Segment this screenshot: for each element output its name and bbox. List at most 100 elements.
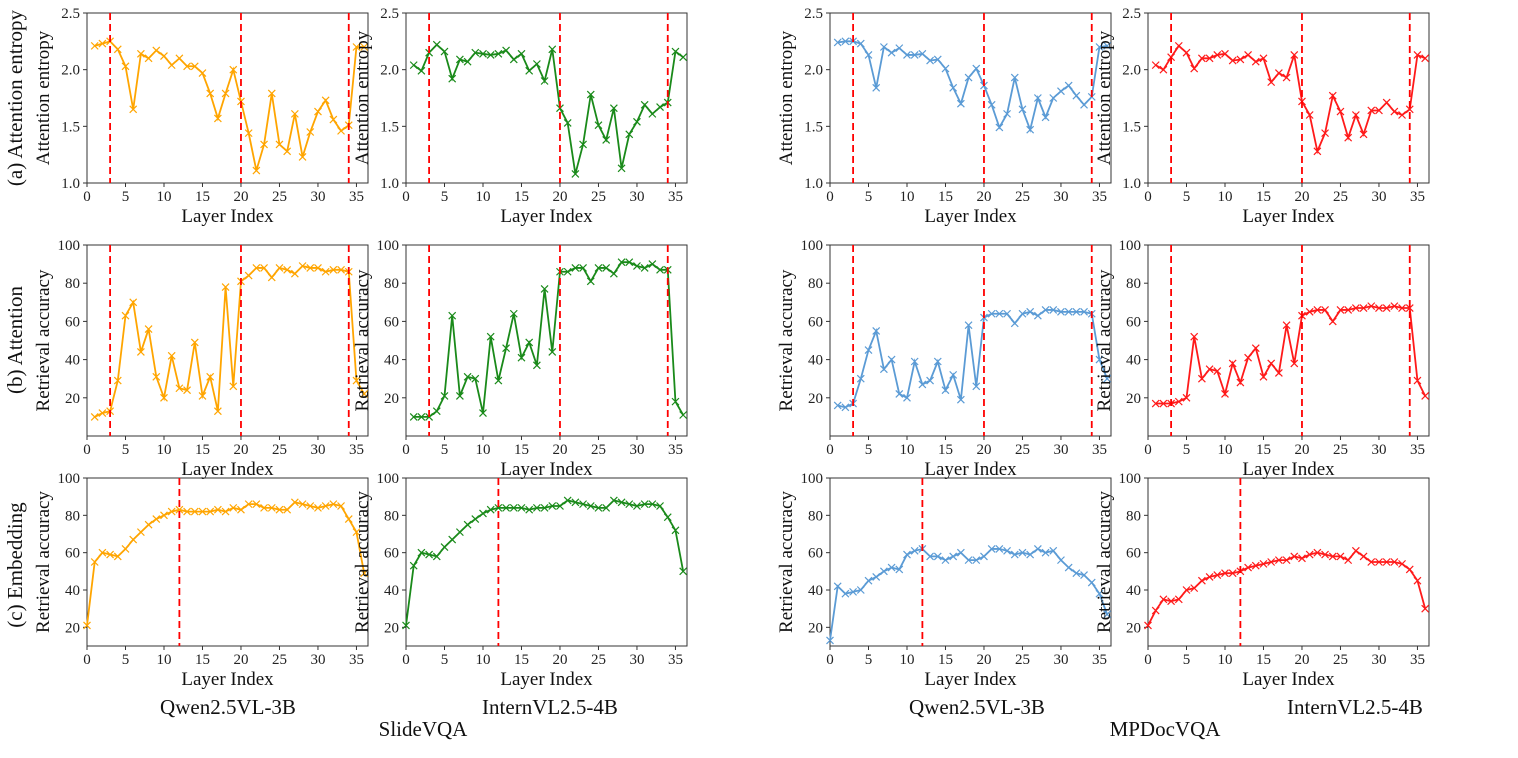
data-point-marker [1236, 55, 1245, 64]
x-tick-label: 15 [195, 189, 210, 205]
data-point-marker [283, 147, 292, 156]
data-point-marker [1398, 111, 1406, 119]
x-tick-label: 15 [514, 442, 529, 458]
data-point-marker [1421, 604, 1430, 613]
data-point-marker [1064, 81, 1073, 90]
y-tick-label: 2.0 [380, 63, 399, 79]
data-point-marker [1151, 399, 1160, 408]
x-tick-label: 25 [591, 189, 606, 205]
x-axis-label: Layer Index [924, 206, 1017, 227]
data-point-marker [517, 49, 526, 58]
data-point-marker [267, 503, 276, 512]
data-point-marker [1144, 621, 1152, 630]
x-tick-label: 35 [1410, 442, 1425, 458]
x-tick-label: 20 [233, 652, 248, 668]
data-point-marker [1190, 64, 1199, 73]
axes-frame [1147, 244, 1430, 437]
data-point-marker [1057, 556, 1065, 565]
data-point-marker [987, 100, 996, 109]
x-tick-label: 5 [122, 442, 130, 458]
x-tick-label: 35 [349, 189, 364, 205]
y-tick-label: 60 [65, 546, 80, 562]
x-tick-label: 35 [668, 442, 683, 458]
data-point-marker [1290, 51, 1299, 59]
data-point-marker [502, 503, 511, 512]
data-point-marker [1197, 576, 1206, 585]
data-point-marker [926, 376, 935, 385]
data-point-marker [594, 121, 603, 130]
data-point-marker [121, 311, 130, 320]
x-tick-label: 30 [1371, 189, 1386, 205]
model-label-3: InternVL2.5-4B [1287, 695, 1423, 719]
data-point-marker [198, 507, 207, 516]
x-tick-label: 25 [591, 442, 606, 458]
y-tick-label: 1.0 [380, 176, 399, 192]
data-point-marker [617, 258, 626, 267]
data-point-marker [864, 346, 873, 354]
data-point-marker [1213, 51, 1222, 59]
data-point-marker [1095, 355, 1104, 364]
data-point-marker [244, 271, 253, 280]
x-tick-label: 35 [1410, 189, 1425, 205]
x-tick-label: 30 [629, 652, 644, 668]
data-point-marker [136, 528, 145, 537]
data-point-marker [1182, 393, 1191, 402]
data-point-marker [1375, 304, 1383, 312]
data-point-marker [1390, 107, 1399, 116]
series-line [413, 43, 684, 175]
data-point-marker [540, 77, 549, 85]
y-tick-label: 20 [1126, 391, 1141, 407]
data-point-marker [1336, 107, 1345, 116]
data-point-marker [1018, 309, 1027, 318]
data-point-marker [1213, 367, 1222, 375]
data-point-marker [671, 47, 680, 56]
data-point-marker [964, 556, 973, 565]
x-tick-label: 0 [402, 442, 410, 458]
data-point-marker [648, 260, 657, 269]
data-point-marker [1344, 556, 1353, 565]
data-point-marker [1305, 307, 1314, 316]
data-point-marker [602, 136, 611, 144]
series-line [94, 40, 365, 171]
x-tick-label: 20 [552, 189, 567, 205]
data-point-marker [244, 129, 253, 138]
panel-r2-c0: 0 5 10 15 20 25 30 35 20 40 60 80 100 Layer Index Retr… [33, 471, 369, 690]
data-point-marker [856, 374, 865, 383]
x-tick-label: 35 [1092, 652, 1107, 668]
data-point-marker [1336, 552, 1345, 561]
data-point-marker [471, 374, 480, 383]
y-tick-label: 100 [58, 471, 81, 487]
data-point-marker [440, 391, 449, 400]
data-point-marker [229, 503, 238, 512]
y-tick-label: 20 [384, 620, 399, 636]
x-tick-label: 0 [83, 652, 91, 668]
x-axis-label: Layer Index [500, 459, 593, 480]
data-point-marker [1151, 61, 1160, 70]
data-point-marker [1095, 589, 1104, 598]
series-line [94, 265, 365, 418]
x-tick-label: 15 [195, 442, 210, 458]
data-point-marker [337, 502, 345, 510]
data-point-marker [633, 117, 641, 126]
panel-r0-c0: 0 5 10 15 20 25 30 35 1.0 1.5 2.0 2.5 Layer Index Att… [33, 6, 369, 227]
data-point-marker [314, 107, 322, 116]
y-tick-label: 20 [384, 391, 399, 407]
data-point-marker [260, 503, 268, 512]
data-point-marker [90, 41, 99, 50]
data-point-marker [1018, 548, 1027, 557]
data-point-marker [1228, 569, 1237, 578]
x-tick-label: 35 [1410, 652, 1425, 668]
data-point-marker [221, 89, 230, 98]
data-point-marker [1174, 41, 1183, 50]
data-point-marker [1080, 307, 1088, 316]
data-point-marker [1174, 595, 1183, 604]
data-point-marker [221, 283, 230, 291]
x-tick-label: 0 [402, 652, 410, 668]
data-point-marker [409, 561, 418, 570]
data-point-marker [1375, 558, 1383, 566]
data-point-marker [995, 309, 1004, 318]
data-point-marker [640, 500, 649, 509]
data-point-marker [1064, 307, 1073, 316]
data-point-marker [206, 507, 215, 516]
data-point-marker [833, 582, 842, 591]
